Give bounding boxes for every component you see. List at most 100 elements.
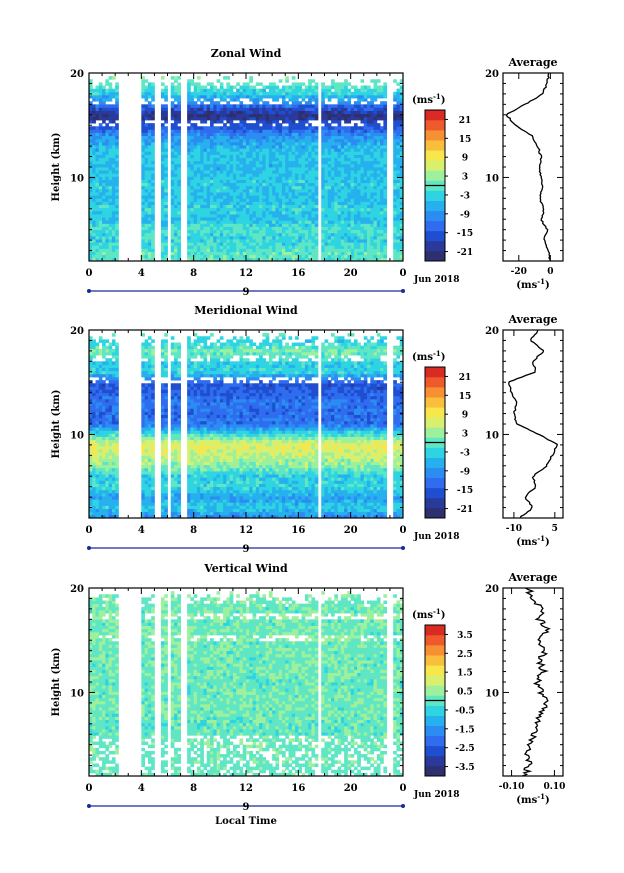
- heatmap-cell: [393, 207, 397, 212]
- heatmap-cell: [160, 204, 165, 209]
- x-tick-label: 0: [86, 268, 93, 279]
- heatmap-cell: [89, 489, 93, 494]
- heatmap-cell: [370, 94, 374, 99]
- heatmap-cell: [337, 120, 342, 124]
- heatmap-cell: [141, 195, 145, 199]
- heatmap-cell: [223, 245, 227, 249]
- heatmap-cell: [380, 195, 384, 199]
- heatmap-cell: [206, 179, 211, 184]
- heatmap-cell: [347, 226, 352, 231]
- heatmap-cell: [396, 179, 401, 184]
- heatmap-cell: [108, 214, 113, 218]
- heatmap-cell: [92, 157, 96, 162]
- heatmap-cell: [331, 141, 335, 146]
- heatmap-cell: [147, 88, 152, 93]
- heatmap-cell: [92, 204, 96, 209]
- heatmap-cell: [376, 154, 381, 158]
- heatmap-cell: [141, 160, 145, 165]
- heatmap-cell: [337, 210, 342, 215]
- heatmap-cell: [95, 458, 100, 462]
- heatmap-cell: [265, 254, 270, 259]
- heatmap-cell: [383, 201, 388, 205]
- heatmap-cell: [174, 229, 178, 234]
- heatmap-cell: [363, 113, 368, 118]
- heatmap-cell: [393, 245, 397, 249]
- heatmap-cell: [213, 176, 217, 180]
- heatmap-cell: [268, 204, 273, 209]
- heatmap-cell: [160, 226, 165, 231]
- heatmap-cell: [311, 207, 316, 212]
- heatmap-cell: [265, 223, 270, 227]
- heatmap-cell: [236, 110, 240, 115]
- heatmap-cell: [236, 182, 240, 187]
- heatmap-cell: [144, 198, 149, 202]
- heatmap-cell: [278, 245, 283, 249]
- heatmap-cell: [203, 120, 208, 124]
- heatmap-cell: [196, 198, 201, 202]
- heatmap-cell: [259, 110, 263, 115]
- heatmap-cell: [255, 207, 260, 212]
- heatmap-cell: [105, 489, 110, 494]
- heatmap-cell: [203, 214, 208, 218]
- heatmap-cell: [210, 179, 214, 184]
- heatmap-cell: [89, 223, 93, 227]
- heatmap-cell: [203, 254, 208, 259]
- heatmap-cell: [275, 179, 280, 184]
- heatmap-cell: [95, 198, 100, 202]
- heatmap-cell: [239, 251, 244, 256]
- heatmap-cell: [92, 361, 96, 365]
- heatmap-cell: [363, 129, 368, 133]
- colorbar-unit-close: ): [441, 95, 446, 106]
- heatmap-cell: [147, 182, 152, 187]
- heatmap-cell: [108, 248, 113, 252]
- heatmap-cell: [262, 170, 267, 174]
- heatmap-cell: [229, 214, 234, 218]
- heatmap-cell: [151, 98, 155, 102]
- heatmap-cell: [311, 220, 316, 224]
- heatmap-cell: [281, 210, 286, 215]
- heatmap-cell: [89, 358, 93, 362]
- heatmap-cell: [193, 176, 198, 180]
- heatmap-cell: [239, 170, 244, 174]
- heatmap-cell: [373, 229, 378, 234]
- colorbar-band: [425, 220, 445, 232]
- heatmap-cell: [272, 88, 276, 93]
- heatmap-cell: [347, 135, 352, 140]
- heatmap-cell: [272, 94, 276, 99]
- heatmap-cell: [311, 179, 316, 184]
- heatmap-cell: [291, 151, 296, 155]
- heatmap-cell: [249, 126, 253, 130]
- heatmap-cell: [340, 242, 345, 246]
- heatmap-cell: [337, 179, 342, 184]
- heatmap-cell: [376, 151, 381, 155]
- heatmap-cell: [255, 248, 260, 252]
- heatmap-cell: [147, 176, 152, 180]
- heatmap-cell: [380, 91, 384, 96]
- heatmap-cell: [255, 110, 260, 115]
- heatmap-cell: [376, 157, 381, 162]
- heatmap-cell: [200, 116, 204, 121]
- heatmap-cell: [105, 207, 110, 212]
- heatmap-cell: [232, 251, 237, 256]
- heatmap-cell: [265, 132, 270, 137]
- heatmap-cell: [108, 508, 113, 513]
- heatmap-cell: [255, 129, 260, 133]
- heatmap-cell: [272, 248, 276, 252]
- heatmap-cell: [219, 217, 224, 221]
- heatmap-cell: [105, 467, 110, 472]
- heatmap-cell: [196, 76, 201, 80]
- heatmap-cell: [111, 192, 116, 196]
- heatmap-cell: [102, 223, 106, 227]
- heatmap-cell: [275, 182, 280, 187]
- heatmap-cell: [95, 185, 100, 190]
- heatmap-cell: [265, 160, 270, 165]
- heatmap-cell: [301, 198, 306, 202]
- heatmap-cell: [108, 201, 113, 205]
- heatmap-cell: [396, 204, 401, 209]
- heatmap-cell: [174, 239, 178, 243]
- heatmap-cell: [252, 98, 257, 102]
- heatmap-cell: [89, 430, 93, 434]
- heatmap-cell: [344, 154, 348, 158]
- heatmap-cell: [291, 220, 296, 224]
